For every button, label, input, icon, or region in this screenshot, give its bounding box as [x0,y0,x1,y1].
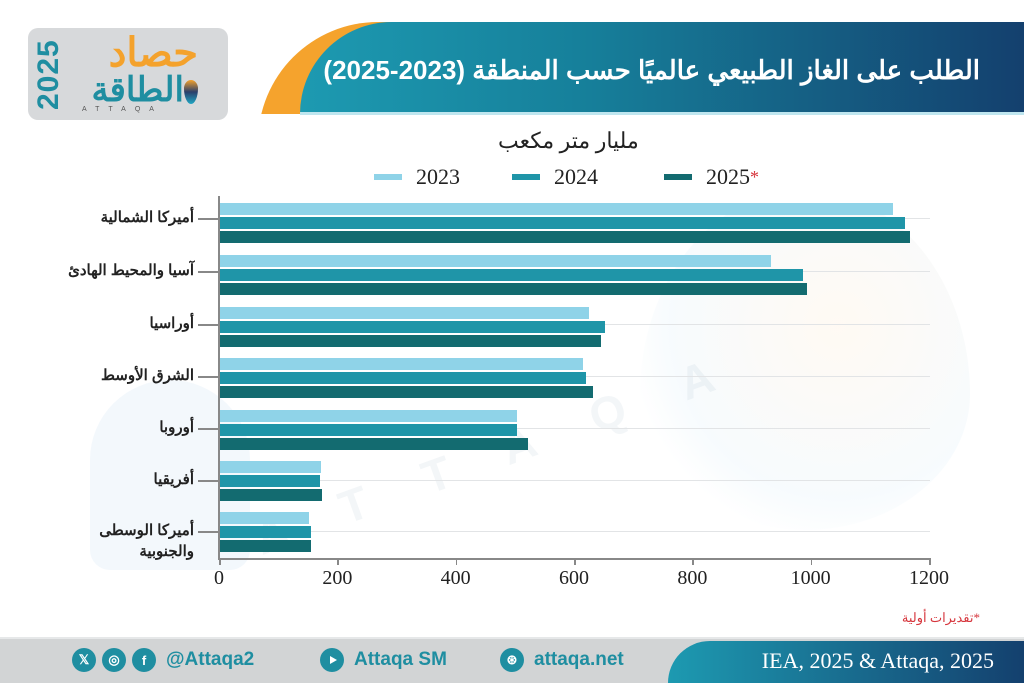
legend-label-2024: 2024 [554,164,598,189]
y-tick [198,531,218,533]
y-tick [198,376,218,378]
legend-label-2025: 2025 [706,164,750,189]
x-tick-label: 200 [322,567,353,589]
bar-2025 [220,438,528,450]
banner-mask [258,114,1024,204]
bar-2023 [220,203,894,215]
footnote: *تقديرات أولية [901,610,980,625]
bar-2023 [220,512,310,524]
y-label-latin-america-line1: أميركا الوسطى [99,522,194,539]
logo: 2025 حصاد الطاقة ATTAQA [28,28,228,120]
bar-2024 [220,424,518,436]
bar-2024 [220,321,606,333]
bar-2023 [220,461,322,473]
x-tick [337,558,339,565]
legend-item-2024: 2024 [512,164,598,190]
bar-2024 [220,526,312,538]
y-tick [198,480,218,482]
gridline [220,480,930,481]
bar-2023 [220,255,772,267]
x-tick-label: 800 [677,567,708,589]
y-label-asia-pacific: آسيا والمحيط الهادئ [68,262,194,279]
x-tick [810,558,813,565]
legend-swatch-2025 [664,174,692,180]
bar-2025 [220,540,312,552]
footer-source-panel [668,641,1024,683]
logo-top-text: حصاد [108,31,198,75]
bar-2025 [220,231,910,243]
y-axis [218,196,220,559]
bar-2023 [220,410,518,422]
globe-icon[interactable]: ⊛ [500,648,524,672]
y-label-eurasia: أوراسيا [149,315,195,332]
bar-2024 [220,217,905,229]
legend-label-2023: 2023 [416,164,460,189]
y-label-africa: أفريقيا [153,471,194,488]
instagram-icon[interactable]: ◎ [102,648,126,672]
x-tick-label: 600 [559,567,589,589]
bar-2025 [220,489,322,501]
y-label-latin-america-line2: والجنوبية [139,543,194,560]
y-tick [198,271,218,273]
social-handle[interactable]: @Attaqa2 [166,649,255,670]
bar-2023 [220,358,583,370]
logo-bottom-text: الطاقة [91,71,184,109]
legend-item-2023: 2023 [374,164,460,190]
x-tick [219,558,221,565]
estimate-star: * [750,166,759,187]
bar-2024 [220,269,803,281]
legend-swatch-2024 [512,174,540,180]
legend-item-2025: 2025 * [664,164,759,190]
bar-2025 [220,335,602,347]
facebook-icon[interactable]: f [132,648,156,672]
y-tick [198,324,218,326]
x-tick-label: 0 [214,567,224,589]
y-tick [198,428,218,430]
gridline [220,531,930,532]
y-label-middle-east: الشرق الأوسط [101,367,194,384]
x-tick [574,558,576,565]
x-icon[interactable]: 𝕏 [72,648,96,672]
website-link[interactable]: ⊛ attaqa.net [500,648,624,672]
banner-underline [300,112,1024,115]
footer-divider [0,637,1024,640]
bar-2024 [220,475,320,487]
legend-swatch-2023 [374,174,402,180]
logo-drop-icon [184,80,198,104]
x-tick [929,558,931,565]
bar-2025 [220,283,807,295]
logo-year: 2025 [32,39,65,110]
x-tick [455,558,458,565]
y-label-europe: أوروبا [159,419,194,436]
logo-latin: ATTAQA [82,106,163,113]
youtube-channel[interactable]: Attaqa SM [354,649,447,670]
x-tick-label: 400 [440,567,471,589]
y-label-north-america: أميركا الشمالية [100,209,194,226]
x-tick-label: 1000 [790,567,831,589]
source-text: IEA, 2025 & Attaqa, 2025 [761,648,994,673]
unit-label: مليار متر مكعب [498,128,639,153]
youtube-icon[interactable] [320,648,344,672]
legend: 2023 2024 2025 * [0,164,1024,190]
gridline [220,428,930,429]
social-handle-group[interactable]: 𝕏 ◎ f @Attaqa2 [72,648,254,672]
bar-2025 [220,386,593,398]
chart-title: الطلب على الغاز الطبيعي عالميًا حسب المن… [323,55,980,85]
title-banner [300,22,1024,114]
website-url[interactable]: attaqa.net [534,649,624,670]
youtube-link[interactable]: Attaqa SM [320,648,447,672]
bar-2023 [220,307,590,319]
bar-2024 [220,372,586,384]
y-tick [198,218,218,220]
x-tick [692,558,694,565]
x-tick-label: 1200 [909,567,949,589]
